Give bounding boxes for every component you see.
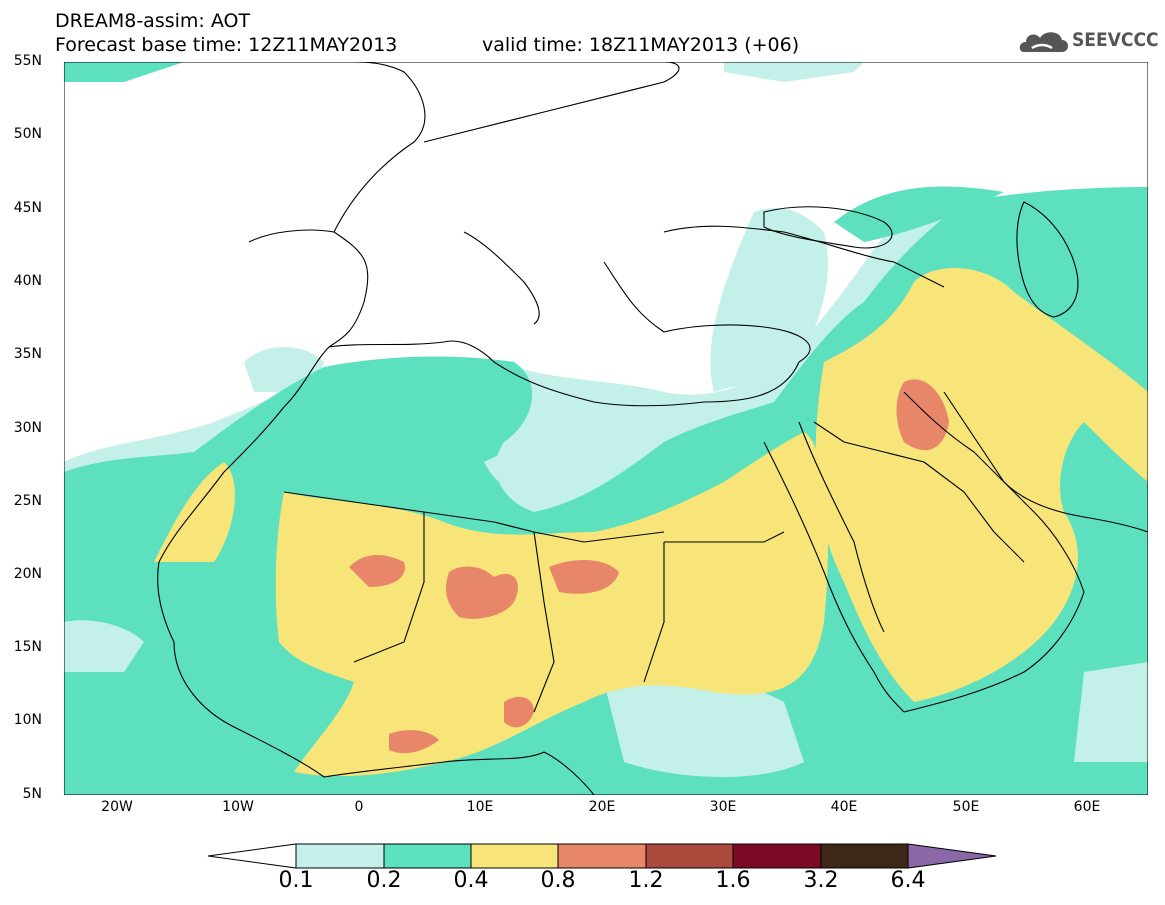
colorbar-label-0.1: 0.1 — [278, 868, 314, 893]
lon-label-10e: 10E — [466, 799, 494, 815]
colorbar-label-0.8: 0.8 — [540, 868, 576, 893]
lon-label-60e: 60E — [1073, 799, 1101, 815]
lon-label-40e: 40E — [830, 799, 858, 815]
colorbar-bin-1.2 — [645, 843, 734, 869]
colorbar-bin-0.4 — [470, 843, 559, 869]
product-title: DREAM8-assim: AOT — [55, 10, 251, 32]
colorbar-label-0.2: 0.2 — [366, 868, 402, 893]
lon-label-0: 0 — [354, 799, 364, 815]
base-time-label: Forecast base time: 12Z11MAY2013 — [55, 34, 398, 56]
colorbar-bin-0.8 — [557, 843, 647, 869]
cloud-icon — [1019, 32, 1068, 52]
lat-label-10n: 10N — [13, 712, 42, 728]
colorbar-label-1.2: 1.2 — [628, 868, 664, 893]
colorbar-label-1.6: 1.6 — [715, 868, 751, 893]
logo-text: SEEVCCC — [1072, 29, 1159, 51]
lon-label-20w: 20W — [101, 799, 133, 815]
lon-label-30e: 30E — [709, 799, 737, 815]
lat-label-25n: 25N — [13, 493, 42, 509]
colorbar-bin-1.6 — [732, 843, 822, 869]
colorbar-bin-0.2 — [383, 843, 472, 869]
lat-label-50n: 50N — [13, 126, 42, 142]
lat-label-45n: 45N — [13, 200, 42, 216]
aot-map — [64, 62, 1148, 795]
lat-label-35n: 35N — [13, 346, 42, 362]
lat-label-5n: 5N — [22, 786, 42, 802]
colorbar-bin-3.2 — [820, 843, 909, 869]
lat-label-20n: 20N — [13, 566, 42, 582]
lon-label-50e: 50E — [952, 799, 980, 815]
lat-label-15n: 15N — [13, 639, 42, 655]
lon-label-10w: 10W — [222, 799, 254, 815]
coastlines — [157, 62, 1148, 795]
colorbar-label-3.2: 3.2 — [803, 868, 839, 893]
valid-time-label: valid time: 18Z11MAY2013 (+06) — [482, 34, 800, 56]
colorbar-label-6.4: 6.4 — [890, 868, 926, 893]
colorbar-bin-0.1 — [295, 843, 385, 869]
colorbar-label-0.4: 0.4 — [453, 868, 489, 893]
lat-label-40n: 40N — [13, 273, 42, 289]
colorbar-low-arrow — [207, 843, 297, 869]
colorbar — [207, 843, 997, 869]
lat-label-30n: 30N — [13, 420, 42, 436]
lon-label-20e: 20E — [588, 799, 616, 815]
lat-label-55n: 55N — [13, 53, 42, 69]
colorbar-high-arrow — [907, 843, 997, 869]
